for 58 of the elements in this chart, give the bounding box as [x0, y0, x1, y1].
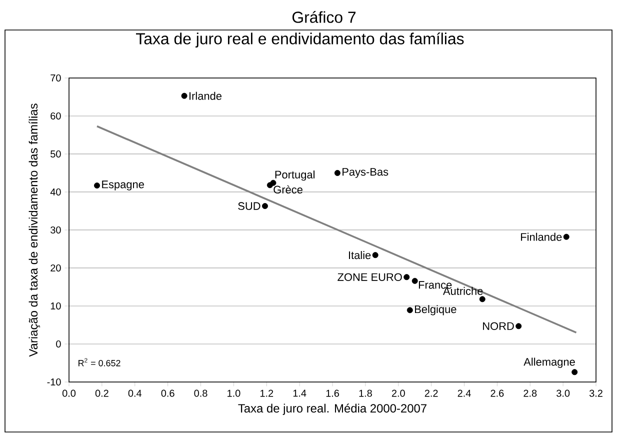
x-tick-label: 0.2: [95, 390, 108, 397]
annotation: Allemagne: [524, 358, 575, 368]
annotation: SUD: [238, 202, 260, 210]
x-tick-label: 0.4: [128, 390, 142, 397]
point: [181, 92, 188, 99]
point: [406, 307, 413, 314]
point: [412, 278, 418, 284]
y-tick-label: -10: [47, 378, 61, 386]
x-tick-label: 2.8: [524, 390, 537, 397]
x-tick-label: 2.6: [490, 390, 504, 397]
y-tick-label: 60: [50, 112, 61, 120]
x-axis-title: Taxa de juro real. Média 2000-2007: [238, 404, 426, 415]
y-tick-label: 70: [50, 74, 61, 82]
y-tick-label: 30: [50, 226, 61, 234]
x-tick-label: 0.0: [62, 390, 76, 397]
point: [372, 252, 378, 258]
point: [262, 203, 268, 210]
annotation: ZONE EURO: [338, 273, 402, 281]
point: [334, 170, 340, 176]
point: [563, 234, 570, 240]
x-tick-label: 0.6: [161, 390, 174, 397]
point: [479, 296, 486, 302]
x-tick-label: 0.8: [194, 390, 208, 397]
x-tick-label: 3.2: [589, 390, 602, 397]
x-tick-label: 1.4: [293, 390, 306, 397]
point: [516, 323, 522, 330]
x-tick-label: 3.0: [556, 390, 570, 397]
annotation: Belgique: [415, 305, 456, 316]
x-tick-label: 1.6: [326, 390, 339, 397]
y-tick-label: 0: [56, 340, 61, 348]
annotation: Pays-Bas: [342, 168, 388, 178]
point: [266, 182, 273, 188]
x-tick-label: 1.0: [228, 390, 240, 397]
annotation: Grèce: [274, 185, 302, 194]
y-tick-label: 10: [50, 302, 61, 310]
annotation: NORD: [483, 322, 514, 330]
chart-title: Gráfico 7: [292, 11, 356, 23]
annotation: Autriche: [442, 286, 483, 295]
y-tick-label: 50: [50, 150, 61, 158]
y-tick-label: 20: [50, 264, 61, 272]
x-tick-label: 2.0: [392, 390, 405, 397]
annotation: Portugal: [275, 170, 314, 181]
point: [404, 274, 410, 280]
x-tick-label: 2.2: [424, 390, 438, 397]
annotation: Finlande: [521, 232, 562, 241]
annotation: Italie: [348, 251, 371, 260]
point: [94, 182, 100, 189]
chart-subtitle: Taxa de juro real e endividamento das famílias: [136, 32, 464, 48]
annotation: R$^{2}$ = 0.652: [78, 358, 120, 366]
y-axis-title: Variação da taxa de endividamento das famílias: [28, 104, 40, 357]
x-tick-label: 2.4: [458, 390, 471, 397]
y-tick-label: 40: [50, 188, 61, 196]
x-tick-label: 1.8: [359, 390, 372, 397]
annotation: Espagne: [102, 180, 144, 190]
annotation: France: [418, 281, 452, 289]
x-tick-label: 1.2: [260, 390, 274, 397]
annotation: Irlande: [190, 92, 222, 100]
point: [572, 369, 578, 376]
